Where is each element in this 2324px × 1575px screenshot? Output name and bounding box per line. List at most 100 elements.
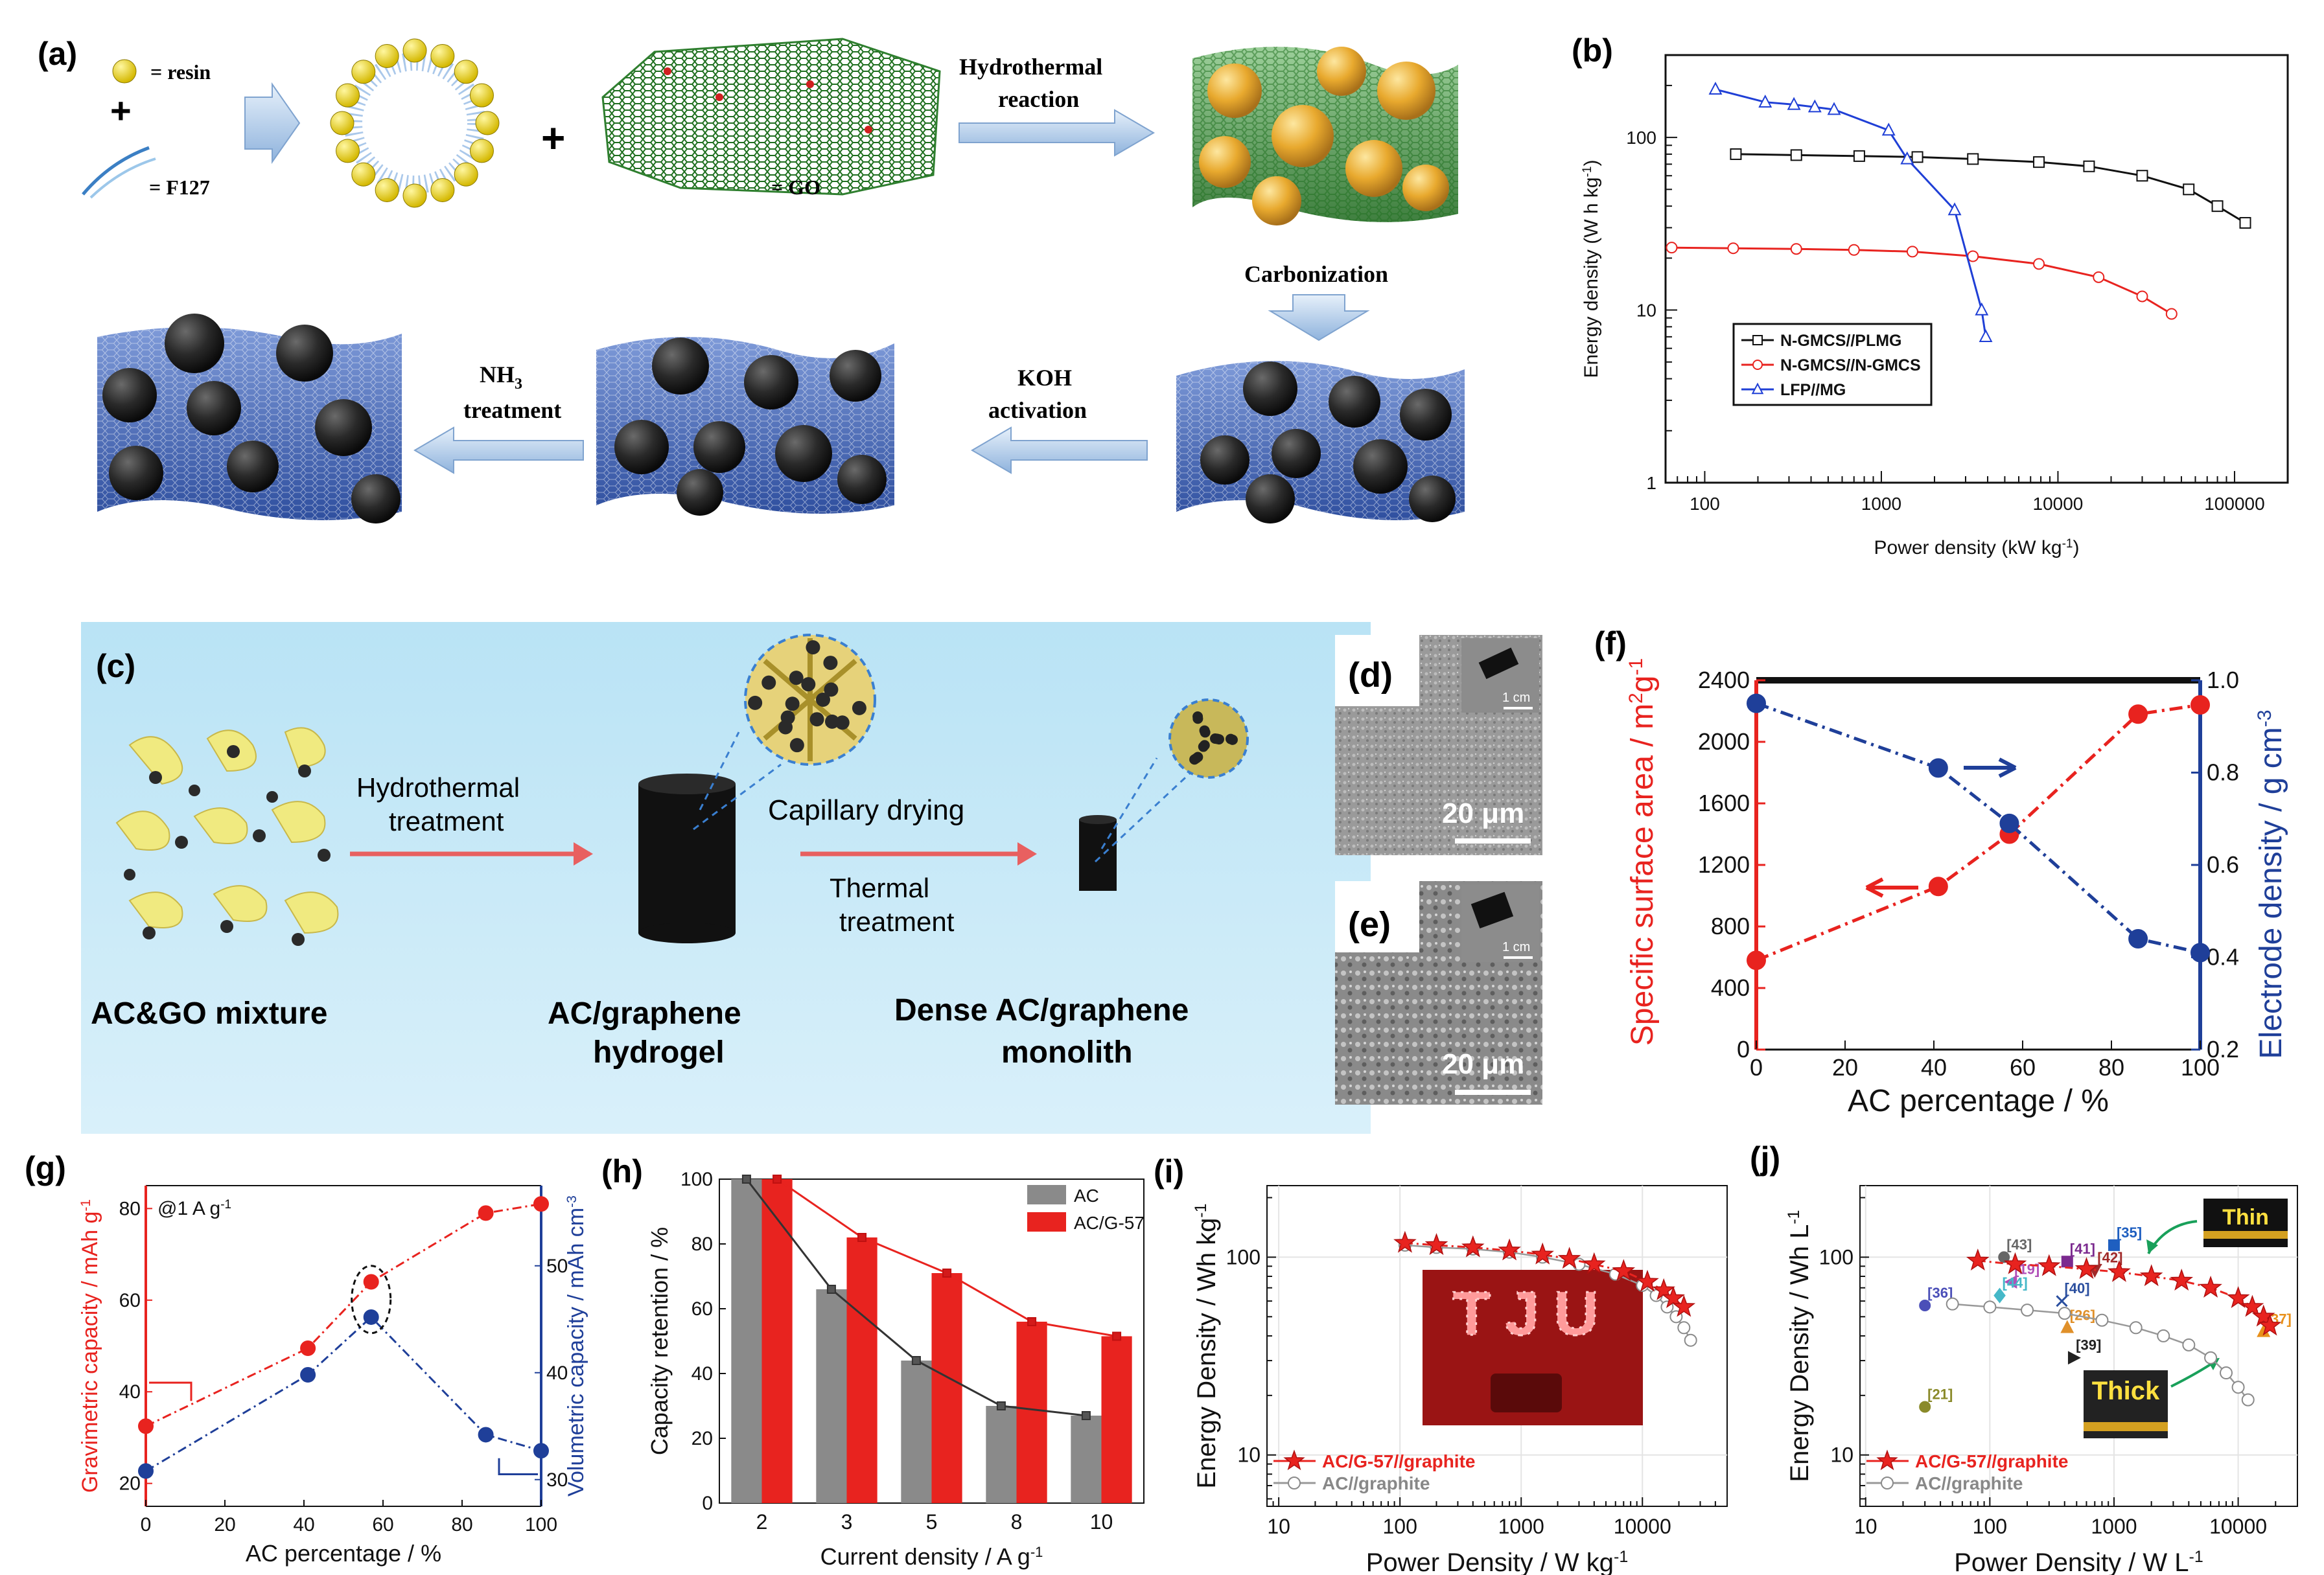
thin-electrode-inset (2203, 1199, 2288, 1247)
data-point (1790, 149, 1802, 161)
x-tick-label: 40 (293, 1514, 314, 1535)
y-tick-label-right: 1.0 (2207, 667, 2239, 693)
data-point (1881, 122, 1896, 136)
x-axis-label: Power Density / W L-1 (1954, 1548, 2203, 1575)
data-point (533, 1443, 549, 1459)
rate-annotation: @1 A g-1 (157, 1198, 231, 1220)
reference-label: [41] (2070, 1241, 2095, 1257)
data-point (2190, 695, 2210, 715)
data-point (1666, 242, 1678, 254)
carbon-particle (761, 675, 776, 690)
data-point (996, 1401, 1006, 1410)
monolith-label-1: Dense AC/graphene (894, 993, 1189, 1028)
x-tick-label: 10000 (2033, 494, 2084, 514)
data-point (2093, 271, 2105, 283)
data-point (2136, 170, 2148, 182)
carbon-particle (1192, 711, 1203, 722)
legend-marker (1881, 1477, 1894, 1489)
reference-point (1998, 1251, 2010, 1263)
chart-i: (i) 10 100 1000 10000 10 100 Power Density / W… (1154, 1153, 1728, 1575)
resin-bead (375, 178, 399, 202)
carbon-particle (1189, 754, 1200, 765)
x-tick-label: 100 (1973, 1515, 2007, 1538)
x-axis-label: Power density (kW kg-1) (1874, 537, 2080, 559)
x-tick-label: 0 (141, 1514, 152, 1535)
carbon-particle (816, 693, 830, 707)
hydrogel-label-2: hydrogel (593, 1035, 725, 1070)
arrow-icon (413, 426, 584, 474)
y-tick-label-left: 1200 (1698, 851, 1750, 878)
legend-marker (1876, 1449, 1898, 1471)
resin-bead (475, 111, 500, 135)
x-tick-label: 60 (372, 1514, 393, 1535)
resin-bead (336, 83, 360, 108)
carbon-particle (1213, 734, 1224, 745)
x-tick-label: 100 (1690, 494, 1720, 514)
y-tick-label: 100 (1819, 1245, 1853, 1269)
panel-label-i: (i) (1154, 1153, 1184, 1190)
axis-direction-arrow-left (149, 1381, 192, 1401)
y-tick-label-left: 80 (119, 1198, 141, 1219)
data-point (2037, 1254, 2061, 1276)
hydrogel-cylinder (638, 774, 736, 943)
data-point (1612, 1259, 1636, 1282)
x-tick-label: 0 (1750, 1054, 1763, 1081)
carbon-spheres-on-graphene-3 (1176, 361, 1465, 523)
resin-legend-icon (112, 59, 137, 84)
inset-scale-e: 1 cm (1502, 940, 1530, 954)
data-point (1672, 1294, 1696, 1317)
panel-c: (c) Hydrothermal treatment (81, 622, 1371, 1134)
bar (761, 1179, 793, 1503)
data-point (1853, 150, 1865, 162)
resin-bead (402, 38, 427, 63)
y-tick-label-right: 40 (546, 1362, 568, 1384)
data-point (1979, 329, 1993, 343)
legend-marker (1752, 335, 1763, 345)
data-point (533, 1196, 549, 1212)
data-point (1027, 1317, 1037, 1326)
go-label: = GO (771, 176, 820, 199)
resin-bead (330, 111, 354, 135)
data-point (1947, 202, 1962, 216)
resin-bead (469, 139, 494, 163)
y-tick-label-right: 0.4 (2207, 944, 2239, 971)
reference-label: [21] (1927, 1386, 1953, 1403)
y-tick-label: 20 (691, 1428, 713, 1449)
panel-label-f: (f) (1594, 625, 1627, 661)
data-point (363, 1309, 379, 1325)
x-tick-label: 80 (2098, 1054, 2124, 1081)
panel-label-b: (b) (1572, 32, 1613, 69)
data-point (2033, 258, 2045, 270)
data-point (741, 1175, 751, 1184)
ac-go-mixture-illustration (115, 727, 339, 946)
resin-bead (351, 162, 376, 187)
reference-label: [40] (2064, 1280, 2089, 1296)
y-tick-label: 10 (1237, 1443, 1261, 1467)
panel-label-a: (a) (38, 36, 77, 72)
y-tick-label-right: 0.2 (2207, 1036, 2239, 1063)
data-point (2157, 1329, 2170, 1342)
data-point (2170, 1269, 2194, 1291)
data-point (2239, 216, 2251, 229)
x-tick-label: 10 (1267, 1515, 1290, 1538)
resin-bead (351, 60, 376, 84)
y-axis-label-left: Specific surface area / m2g-1 (1625, 658, 1660, 1046)
carbon-particle (823, 656, 838, 671)
x-tick-label: 10000 (2209, 1515, 2267, 1538)
series-line (145, 1202, 542, 1427)
x-tick-label: 2 (756, 1510, 768, 1534)
y-tick-label: 80 (691, 1234, 713, 1255)
data-point (1827, 102, 1841, 115)
reference-label: [39] (2076, 1337, 2101, 1353)
y-axis-label: Energy density (W h kg-1) (1581, 159, 1603, 378)
data-point (138, 1418, 154, 1434)
y-axis-label: Energy Density / Wh L-1 (1785, 1210, 1814, 1482)
y-tick-label-right: 30 (546, 1469, 568, 1491)
data-point (300, 1340, 316, 1357)
legend-label: AC (1074, 1186, 1099, 1206)
x-tick-label: 20 (1832, 1054, 1858, 1081)
bar (731, 1179, 762, 1503)
data-point (1531, 1242, 1554, 1265)
plus-sign: + (110, 90, 132, 131)
resin-bead (336, 139, 360, 163)
